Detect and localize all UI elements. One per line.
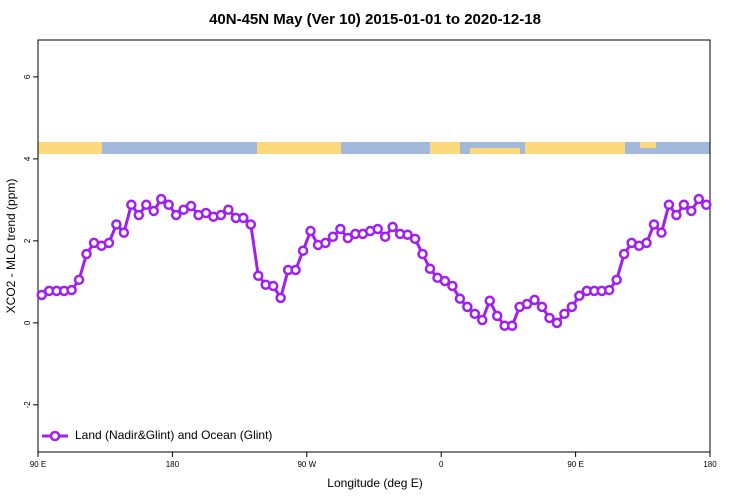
data-point xyxy=(701,199,712,211)
data-point xyxy=(611,274,622,286)
x-tick-label: 90 E xyxy=(30,460,46,469)
data-point xyxy=(163,199,174,211)
data-point xyxy=(574,290,585,302)
data-point xyxy=(551,317,563,329)
data-point xyxy=(409,233,421,245)
data-point xyxy=(447,280,458,292)
data-point xyxy=(170,209,182,221)
x-axis-label: Longitude (deg E) xyxy=(327,476,422,490)
data-point xyxy=(566,301,578,313)
data-point xyxy=(155,193,167,205)
data-point xyxy=(320,237,331,249)
data-point xyxy=(521,298,533,310)
legend-label: Land (Nadir&Glint) and Ocean (Glint) xyxy=(75,428,272,442)
data-point xyxy=(133,209,145,221)
data-point xyxy=(686,205,697,217)
y-tick-label: 2 xyxy=(23,238,32,243)
data-point xyxy=(223,204,234,215)
data-point xyxy=(253,270,264,281)
data-point xyxy=(424,263,436,275)
data-point xyxy=(536,301,548,313)
data-point xyxy=(641,237,652,249)
data-point xyxy=(305,225,316,237)
data-point xyxy=(544,312,555,324)
data-point xyxy=(148,205,159,217)
data-point xyxy=(484,295,495,306)
plot-frame xyxy=(37,39,711,453)
data-point xyxy=(215,209,227,221)
x-tick-label: 90 E xyxy=(567,460,583,469)
data-point xyxy=(335,223,346,235)
data-point xyxy=(73,274,85,286)
data-point xyxy=(387,221,398,233)
data-point xyxy=(245,219,257,230)
data-point xyxy=(66,284,77,296)
data-point xyxy=(103,237,115,249)
data-point xyxy=(693,193,705,205)
data-point xyxy=(439,275,451,287)
data-point xyxy=(36,289,47,301)
data-point xyxy=(111,219,122,230)
data-point xyxy=(185,200,197,212)
x-tick-label: 0 xyxy=(439,460,444,469)
chart-title: 40N-45N May (Ver 10) 2015-01-01 to 2020-… xyxy=(209,11,541,28)
data-point xyxy=(118,227,130,238)
x-tick-label: 180 xyxy=(166,460,180,469)
data-point xyxy=(342,232,354,244)
data-point xyxy=(126,199,137,211)
data-point xyxy=(491,310,503,322)
data-point xyxy=(297,245,309,256)
data-point xyxy=(671,209,682,221)
data-point xyxy=(529,294,540,306)
data-point xyxy=(327,231,339,243)
data-point xyxy=(81,248,92,260)
data-point xyxy=(402,229,413,240)
data-point xyxy=(275,292,286,304)
data-point xyxy=(678,199,690,211)
data-point xyxy=(656,227,667,238)
data-point xyxy=(618,248,630,260)
data-point xyxy=(462,301,473,313)
data-point xyxy=(477,314,488,326)
data-point xyxy=(141,199,152,211)
data-point xyxy=(417,248,428,260)
data-point xyxy=(290,264,301,276)
data-point xyxy=(379,231,391,243)
x-tick-label: 180 xyxy=(703,460,717,469)
data-point xyxy=(559,308,570,320)
data-point xyxy=(603,284,615,296)
legend-marker xyxy=(49,430,61,442)
data-point xyxy=(663,199,675,211)
data-point xyxy=(469,308,481,320)
surface-band xyxy=(38,142,710,154)
data-point xyxy=(372,223,383,235)
data-point xyxy=(267,280,279,292)
y-tick-label: 4 xyxy=(23,156,32,161)
data-point xyxy=(238,212,249,224)
data-point xyxy=(506,320,518,331)
data-point xyxy=(454,293,466,304)
y-tick-label: 6 xyxy=(23,74,32,79)
y-axis-label: XCO2 - MLO trend (ppm) xyxy=(4,179,18,314)
y-tick-label: 0 xyxy=(23,320,32,325)
x-tick-label: 90 W xyxy=(297,460,316,469)
data-point xyxy=(648,219,660,230)
y-tick-label: -2 xyxy=(23,401,32,409)
